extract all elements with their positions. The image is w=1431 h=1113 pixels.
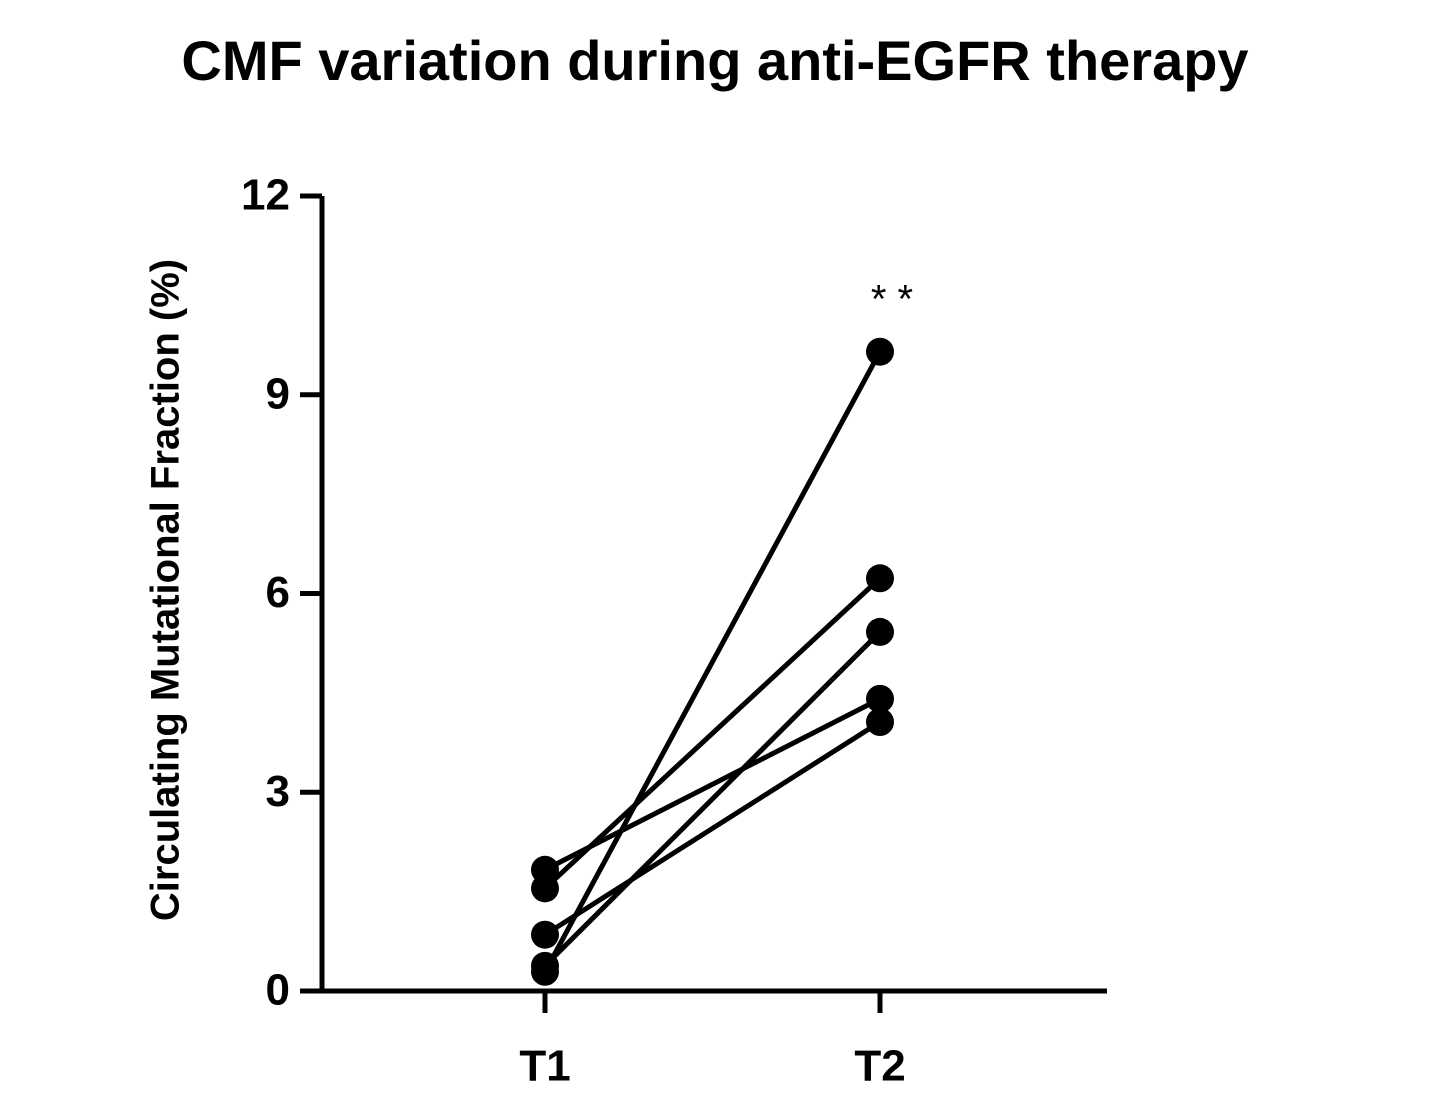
chart-title: CMF variation during anti-EGFR therapy: [181, 29, 1248, 92]
point: [866, 684, 894, 713]
pair-line: [543, 696, 882, 872]
pair-line: [543, 630, 882, 968]
pair-line: [543, 719, 882, 937]
point: [866, 708, 894, 737]
pair-line: [542, 350, 883, 973]
point: [866, 337, 894, 366]
y-axis-label: Circulating Mutational Fraction (%): [144, 259, 188, 921]
point: [531, 920, 559, 949]
x-tick-label: T1: [519, 1042, 570, 1091]
pair-line: [543, 576, 882, 891]
y-tick-label: 0: [266, 966, 290, 1015]
point: [531, 855, 559, 884]
y-tick-label: 3: [266, 767, 290, 816]
annotation: * *: [871, 277, 913, 321]
point: [531, 951, 559, 980]
y-tick-label: 6: [266, 568, 290, 617]
x-tick-label: T2: [854, 1042, 905, 1091]
point: [866, 617, 894, 646]
y-tick-label: 9: [266, 369, 290, 418]
point: [866, 564, 894, 593]
y-tick-label: 12: [241, 171, 290, 220]
